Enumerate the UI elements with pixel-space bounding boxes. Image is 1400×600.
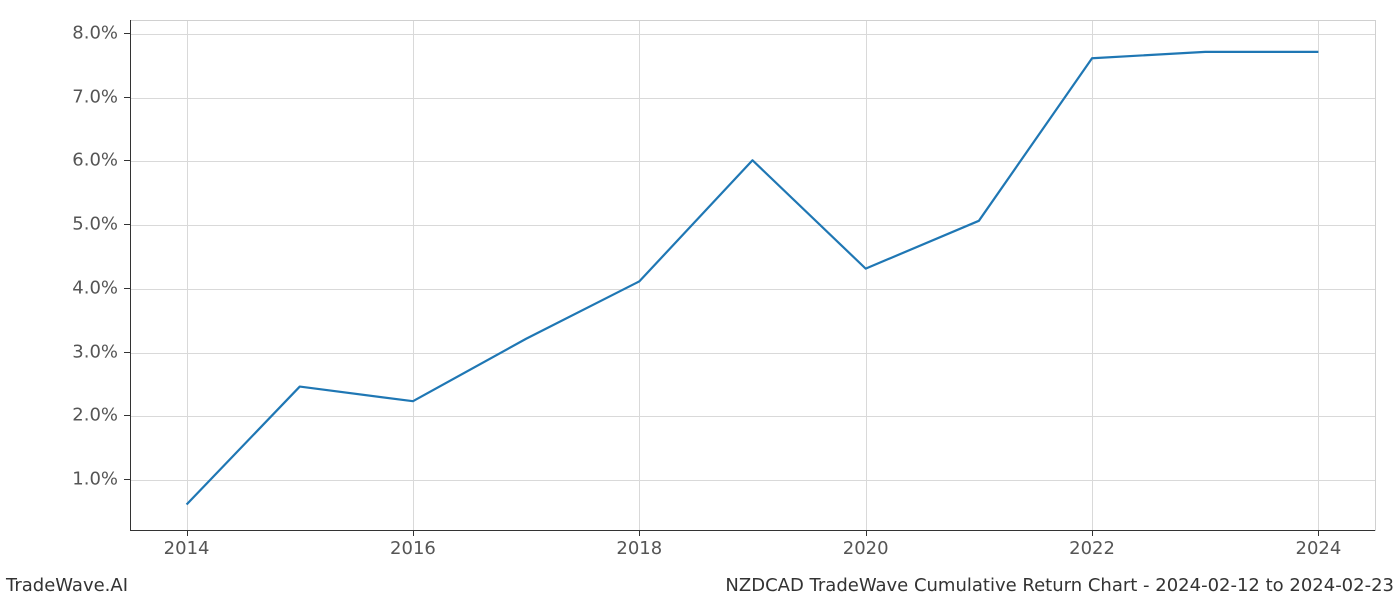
- line-chart-svg: [0, 0, 1400, 600]
- chart-container: TradeWave.AI NZDCAD TradeWave Cumulative…: [0, 0, 1400, 600]
- series-line-cumulative-return: [187, 52, 1319, 505]
